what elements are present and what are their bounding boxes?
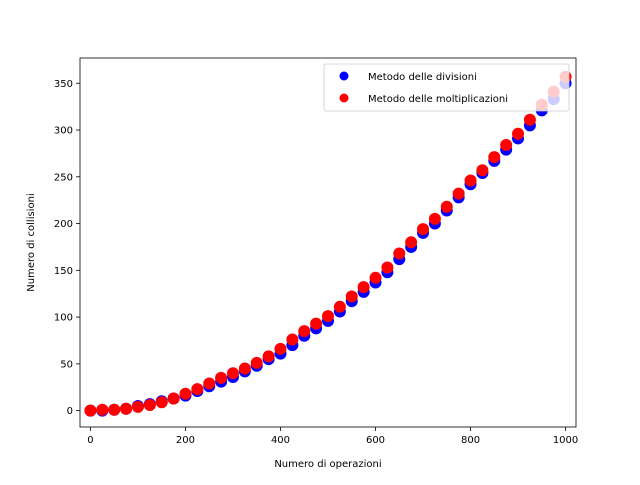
point-1-16 [274,342,287,355]
legend-label-divisioni: Metodo delle divisioni [368,72,477,83]
point-1-26 [393,247,406,260]
legend-label-moltiplicazioni: Metodo delle moltiplicazioni [368,94,508,105]
point-1-11 [215,371,228,384]
point-1-32 [464,174,477,187]
point-1-1 [96,403,109,416]
point-1-29 [428,212,441,225]
point-1-22 [345,290,358,303]
legend-box [323,63,570,112]
y-tick-label: 0 [67,406,73,417]
point-1-34 [488,151,501,164]
y-tick-label: 250 [54,172,73,183]
point-1-8 [179,387,192,400]
x-tick-label: 400 [271,435,290,446]
y-tick-label: 50 [60,359,73,370]
point-1-17 [286,333,299,346]
legend-marker-divisioni [339,71,349,81]
point-1-37 [523,113,536,126]
point-1-0 [84,404,97,417]
x-tick-label: 0 [87,435,93,446]
point-1-2 [108,403,121,416]
point-1-21 [333,300,346,313]
point-1-14 [250,356,263,369]
y-tick-label: 150 [54,266,73,277]
y-axis-label: Numero di collisioni [26,193,37,291]
y-tick-label: 350 [54,79,73,90]
point-1-23 [357,281,370,294]
point-1-20 [322,310,334,323]
point-1-19 [310,317,323,330]
point-1-15 [262,350,275,363]
y-tick-label: 300 [54,126,73,137]
point-1-28 [417,223,430,236]
point-1-5 [143,399,156,412]
x-axis-label: Numero di operazioni [274,459,381,470]
point-1-18 [298,325,311,338]
point-1-31 [452,187,465,200]
point-1-3 [120,402,133,415]
point-1-9 [191,383,204,396]
point-1-35 [500,138,513,151]
x-tick-label: 600 [366,435,385,446]
point-1-25 [381,261,394,274]
point-1-27 [405,236,418,249]
point-1-24 [369,271,382,284]
legend-marker-moltiplicazioni [339,93,349,103]
point-1-4 [131,400,144,413]
plot-frame [79,57,577,428]
y-tick-label: 100 [54,313,73,324]
y-tick-label: 200 [54,219,73,230]
point-1-12 [226,367,239,380]
legend: Metodo delle divisioni Metodo delle molt… [323,63,570,112]
x-tick-label: 800 [461,435,480,446]
point-1-7 [167,392,180,405]
point-1-30 [440,200,453,213]
point-1-13 [238,362,251,375]
y-axis: 0 50 100 150 200 250 300 350 [54,79,80,417]
x-axis: 0 200 400 600 800 1000 [87,427,578,446]
point-1-33 [476,164,489,177]
x-tick-label: 1000 [553,435,578,446]
point-1-36 [512,127,525,140]
x-tick-label: 200 [176,435,195,446]
point-1-6 [155,396,168,409]
point-1-10 [203,377,216,390]
